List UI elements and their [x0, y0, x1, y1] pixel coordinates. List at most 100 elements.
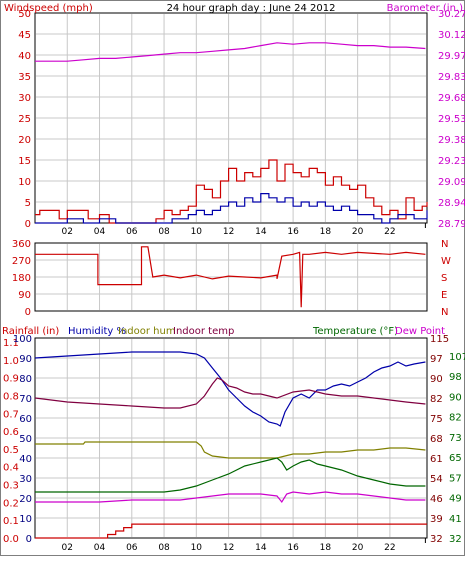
barometer-tick-label: 29.23	[438, 156, 465, 167]
windspeed-tick-label: 15	[18, 156, 31, 167]
rainfall-line	[35, 523, 427, 539]
rainfall-axis-title: Rainfall (in)	[2, 326, 59, 337]
humidity-tick-label: 40	[19, 454, 32, 465]
compass-tick-label: N	[441, 239, 448, 250]
humidity-tick-label: 30	[19, 474, 32, 485]
direction-tick-label: 90	[18, 290, 31, 301]
temperature-outer-tick-label: 82	[449, 413, 462, 424]
x-tick-label: 10	[191, 227, 203, 237]
x-tick-label: 22	[384, 227, 395, 237]
humidity-tick-label: 90	[19, 354, 32, 365]
temperature-inner-tick-label: 97	[430, 354, 443, 365]
windspeed-tick-label: 35	[18, 72, 31, 83]
humidity-tick-label: 20	[19, 494, 32, 505]
barometer-tick-label: 29.53	[438, 114, 465, 125]
rainfall-tick-label: 1.0	[3, 356, 19, 367]
windspeed-tick-label: 25	[18, 114, 31, 125]
temperature-inner-tick-label: 90	[430, 374, 443, 385]
direction-tick-label: 360	[12, 239, 31, 250]
temperature-outer-tick-label: 32	[449, 534, 462, 545]
barometer-tick-label: 30.27	[438, 9, 465, 20]
direction-tick-label: 0	[25, 307, 31, 318]
x-tick-label: 14	[255, 543, 267, 553]
indoor-temp-line	[34, 377, 426, 409]
rainfall-tick-label: 0.8	[3, 391, 19, 402]
humidity-tick-label: 0	[26, 534, 32, 545]
rainfall-tick-label: 0.5	[3, 445, 19, 456]
x-tick-label: 18	[320, 543, 332, 553]
temperature-outer-tick-label: 107	[449, 352, 465, 363]
windspeed-tick-label: 20	[18, 135, 31, 146]
compass-tick-label: S	[441, 273, 447, 284]
x-tick-label: 12	[223, 543, 234, 553]
x-tick-label: 10	[191, 543, 203, 553]
windspeed-tick-label: 40	[18, 51, 31, 62]
indoor-hum-line	[35, 441, 426, 459]
barometer-tick-label: 29.83	[438, 72, 465, 83]
windspeed-tick-label: 0	[25, 219, 31, 230]
rainfall-tick-label: 0.2	[3, 498, 19, 509]
x-tick-label: 08	[158, 543, 170, 553]
humidity-tick-label: 60	[19, 414, 32, 425]
windspeed-tick-label: 50	[18, 9, 31, 20]
barometer-tick-label: 28.94	[438, 198, 465, 209]
temperature-outer-tick-label: 73	[449, 433, 462, 444]
x-tick-label: 02	[62, 543, 73, 553]
x-tick-label: 02	[62, 227, 73, 237]
x-tick-label: 20	[352, 543, 364, 553]
indoor-temp-legend-label: Indoor temp	[173, 326, 234, 337]
dew-point-line	[35, 491, 426, 504]
temperature-inner-tick-label: 115	[430, 334, 449, 345]
barometer-axis-title: Barometer (in.)	[387, 3, 463, 14]
barometer-tick-label: 29.09	[438, 177, 465, 188]
x-tick-label: 20	[352, 227, 364, 237]
x-tick-label: 18	[320, 227, 332, 237]
temperature-outer-tick-label: 57	[449, 473, 462, 484]
humidity-legend-label: Humidity %	[68, 326, 126, 337]
rainfall-tick-label: 0.6	[3, 427, 19, 438]
compass-tick-label: E	[441, 290, 447, 301]
temperature-inner-tick-label: 54	[430, 474, 443, 485]
windspeed-tick-label: 10	[18, 177, 31, 188]
x-tick-label: 06	[126, 543, 138, 553]
temperature-outer-tick-label: 65	[449, 453, 462, 464]
barometer-tick-label: 29.97	[438, 51, 465, 62]
rainfall-tick-label: 0.1	[3, 516, 19, 527]
x-tick-label: 04	[94, 543, 106, 553]
temperature-line	[35, 457, 426, 493]
indoor-hum-legend-label: Indoor hum	[118, 326, 176, 337]
temperature-inner-tick-label: 39	[430, 514, 443, 525]
windspeed-tick-label: 30	[18, 93, 31, 104]
temperature-inner-tick-label: 82	[430, 394, 443, 405]
temperature-outer-tick-label: 41	[449, 514, 462, 525]
humidity-line	[34, 351, 426, 427]
chart-title: 24 hour graph day : June 24 2012	[167, 3, 336, 14]
temperature-inner-tick-label: 32	[430, 534, 443, 545]
humidity-tick-label: 70	[19, 394, 32, 405]
x-tick-label: 04	[94, 227, 106, 237]
windspeed-tick-label: 5	[25, 198, 31, 209]
x-tick-label: 08	[158, 227, 170, 237]
humidity-tick-label: 80	[19, 374, 32, 385]
rainfall-tick-label: 1.1	[3, 338, 19, 349]
grid-lines	[36, 14, 426, 543]
axis-labels: 02 02 04 04 06 06 08 08 10 10 12 12 14 14 16 16 18 18 20 20…	[3, 9, 465, 553]
temperature-inner-tick-label: 68	[430, 434, 443, 445]
rainfall-tick-label: 0.7	[3, 409, 19, 420]
direction-tick-label: 270	[12, 256, 31, 267]
barometer-tick-label: 30.12	[438, 30, 465, 41]
rainfall-tick-label: 0.9	[3, 374, 19, 385]
temperature-outer-tick-label: 90	[449, 392, 462, 403]
temperature-outer-tick-label: 98	[449, 372, 462, 383]
series-lines	[34, 42, 428, 539]
windspeed-axis-title: Windspeed (mph)	[4, 3, 93, 14]
x-tick-label: 16	[287, 543, 299, 553]
temperature-inner-tick-label: 61	[430, 454, 443, 465]
dew-point-legend-label: Dew Point	[395, 326, 445, 337]
temperature-inner-tick-label: 75	[430, 414, 443, 425]
x-tick-label: 16	[287, 227, 299, 237]
temperature-legend-label: Temperature (°F)	[312, 326, 398, 337]
temperature-inner-tick-label: 46	[430, 494, 443, 505]
barometer-tick-label: 29.68	[438, 93, 465, 104]
